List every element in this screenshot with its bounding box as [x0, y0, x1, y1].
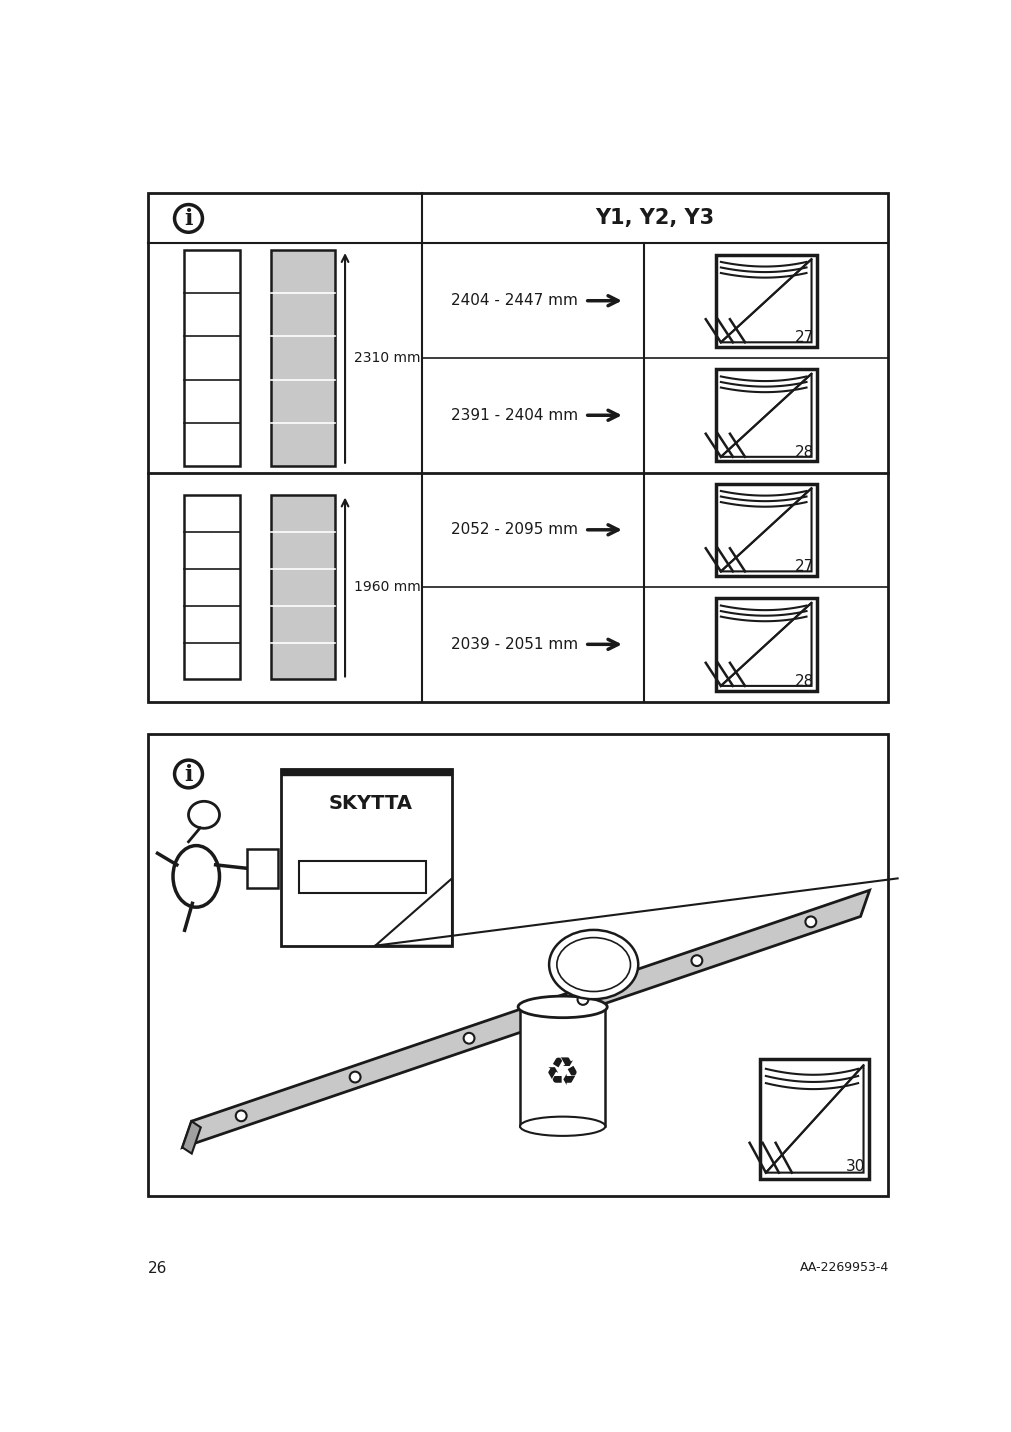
Ellipse shape	[556, 938, 630, 991]
Bar	[281, 769, 452, 775]
Text: 2052 - 2095 mm: 2052 - 2095 mm	[451, 523, 578, 537]
Text: 2310 mm: 2310 mm	[354, 351, 421, 365]
Polygon shape	[182, 891, 868, 1147]
Text: 27: 27	[794, 331, 813, 345]
Ellipse shape	[549, 929, 638, 1000]
Bar	[184, 494, 240, 679]
Text: i: i	[184, 208, 192, 231]
Bar	[271, 251, 335, 465]
Bar	[148, 735, 888, 1196]
Ellipse shape	[173, 845, 219, 908]
Text: 2404 - 2447 mm: 2404 - 2447 mm	[451, 294, 578, 308]
Circle shape	[691, 955, 702, 967]
Bar	[247, 849, 277, 888]
Bar	[184, 251, 240, 465]
Polygon shape	[182, 1121, 200, 1154]
Polygon shape	[720, 374, 811, 457]
Polygon shape	[720, 603, 811, 686]
Circle shape	[350, 1071, 360, 1083]
Polygon shape	[720, 259, 811, 342]
Circle shape	[174, 205, 202, 232]
Bar	[759, 1060, 868, 1179]
Text: 2391 - 2404 mm: 2391 - 2404 mm	[451, 408, 578, 422]
Ellipse shape	[520, 997, 605, 1017]
Ellipse shape	[518, 997, 607, 1018]
Text: 30: 30	[845, 1158, 864, 1174]
Circle shape	[577, 994, 587, 1005]
Polygon shape	[720, 488, 811, 571]
Bar	[281, 769, 452, 945]
Text: SKYTTA: SKYTTA	[328, 793, 411, 813]
Text: 27: 27	[794, 560, 813, 574]
Ellipse shape	[520, 1117, 605, 1136]
Circle shape	[174, 760, 202, 788]
Text: Y1, Y2, Y3: Y1, Y2, Y3	[595, 209, 714, 229]
Polygon shape	[375, 878, 452, 945]
Bar	[520, 1007, 605, 1126]
Circle shape	[805, 916, 816, 927]
Text: 28: 28	[794, 445, 813, 460]
Text: i: i	[184, 763, 192, 786]
Ellipse shape	[188, 802, 219, 828]
Text: 2039 - 2051 mm: 2039 - 2051 mm	[451, 637, 578, 652]
Text: 1960 mm: 1960 mm	[354, 580, 421, 594]
Bar	[715, 369, 816, 461]
Circle shape	[236, 1110, 247, 1121]
Bar	[298, 861, 426, 892]
Bar	[715, 255, 816, 347]
Circle shape	[463, 1032, 474, 1044]
Text: AA-2269953-4: AA-2269953-4	[799, 1262, 889, 1274]
Text: 28: 28	[794, 674, 813, 689]
Bar	[715, 599, 816, 690]
Bar	[271, 494, 335, 679]
Bar	[148, 193, 888, 702]
Polygon shape	[765, 1065, 862, 1173]
Text: ♻: ♻	[545, 1055, 579, 1093]
Text: 26: 26	[148, 1262, 168, 1276]
Bar	[715, 484, 816, 576]
